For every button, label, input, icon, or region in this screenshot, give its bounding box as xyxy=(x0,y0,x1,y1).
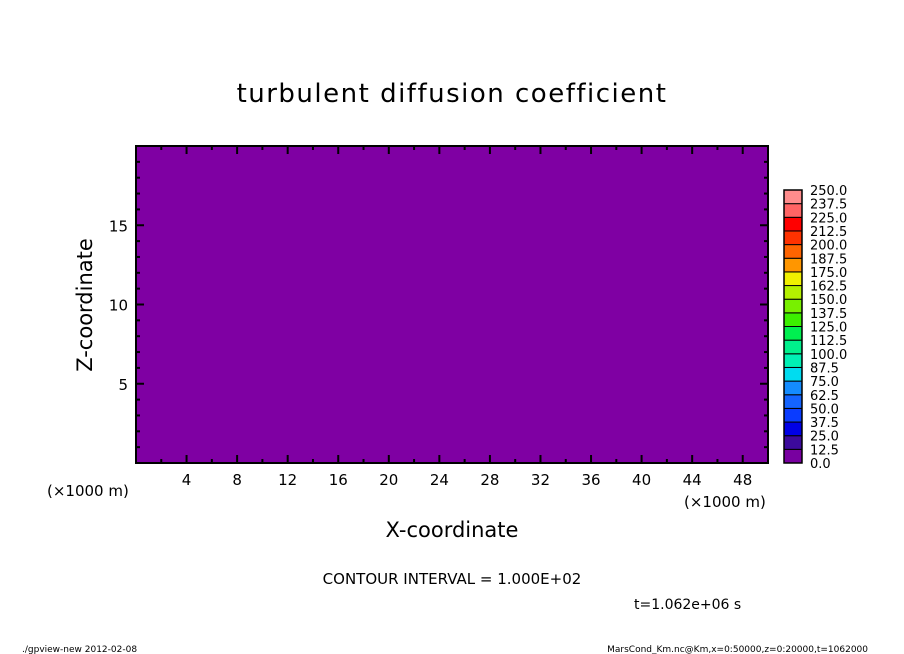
x-unit-label: (×1000 m) xyxy=(684,493,766,511)
x-tick-label: 36 xyxy=(581,471,600,489)
colorbar-frame xyxy=(783,189,803,464)
colorbar-label: 200.0 xyxy=(810,239,847,254)
colorbar-swatch xyxy=(783,203,803,218)
colorbar-label: 162.5 xyxy=(810,280,847,295)
colorbar-swatch xyxy=(783,366,803,382)
colorbar-label: 87.5 xyxy=(810,361,839,376)
colorbar-swatch xyxy=(783,380,803,396)
colorbar-label: 0.0 xyxy=(810,457,831,472)
y-axis-label: Z-coordinate xyxy=(73,238,97,372)
colorbar-label: 75.0 xyxy=(810,375,839,390)
x-axis-label: X-coordinate xyxy=(386,518,519,542)
x-tick-label: 20 xyxy=(379,471,398,489)
x-tick-label: 4 xyxy=(182,471,192,489)
x-tick-label: 48 xyxy=(733,471,752,489)
time-label: t=1.062e+06 s xyxy=(634,597,741,613)
colorbar-label: 25.0 xyxy=(810,430,839,445)
colorbar-label: 137.5 xyxy=(810,307,847,322)
colorbar-swatch xyxy=(783,189,803,205)
colorbar-label: 175.0 xyxy=(810,266,847,281)
colorbar-swatch xyxy=(783,394,803,409)
colorbar-swatch xyxy=(783,230,803,246)
colorbar-label: 12.5 xyxy=(810,443,839,458)
contour-interval: CONTOUR INTERVAL = 1.000E+02 xyxy=(323,570,582,588)
colorbar-swatch xyxy=(783,353,803,368)
colorbar-swatch xyxy=(783,448,803,464)
colorbar-label: 237.5 xyxy=(810,198,847,213)
colorbar-label: 112.5 xyxy=(810,334,847,349)
x-tick-label: 44 xyxy=(683,471,702,489)
y-tick-label: 5 xyxy=(118,376,128,394)
x-tick-label: 24 xyxy=(430,471,449,489)
heatmap-field xyxy=(135,145,769,464)
chart-title: turbulent diffusion coefficient xyxy=(237,79,668,109)
colorbar-label: 62.5 xyxy=(810,389,839,404)
colorbar-swatch xyxy=(783,421,803,437)
y-tick-label: 10 xyxy=(109,297,128,315)
y-tick-label: 15 xyxy=(109,217,128,235)
colorbar-label: 225.0 xyxy=(810,211,847,226)
colorbar-swatch xyxy=(783,435,803,450)
colorbar-label: 100.0 xyxy=(810,348,847,363)
x-tick-label: 16 xyxy=(329,471,348,489)
colorbar-label: 37.5 xyxy=(810,416,839,431)
y-unit-label: (×1000 m) xyxy=(47,482,129,500)
colorbar-label: 212.5 xyxy=(810,225,847,240)
x-tick-label: 28 xyxy=(480,471,499,489)
colorbar-swatch xyxy=(783,339,803,355)
x-tick-label: 12 xyxy=(278,471,297,489)
x-tick-label: 40 xyxy=(632,471,651,489)
colorbar-label: 187.5 xyxy=(810,252,847,267)
colorbar-swatch xyxy=(783,407,803,423)
colorbar-swatch xyxy=(783,244,803,259)
colorbar-swatch xyxy=(783,257,803,273)
footer-left: ./gpview-new 2012-02-08 xyxy=(22,645,137,654)
colorbar-swatch xyxy=(783,271,803,287)
x-tick-label: 8 xyxy=(232,471,242,489)
colorbar-swatch xyxy=(783,216,803,232)
colorbar-label: 50.0 xyxy=(810,402,839,417)
colorbar-swatch xyxy=(783,312,803,328)
colorbar-label: 250.0 xyxy=(810,184,847,199)
colorbar-label: 150.0 xyxy=(810,293,847,308)
colorbar-label: 125.0 xyxy=(810,321,847,336)
colorbar-swatch xyxy=(783,298,803,314)
x-tick-label: 32 xyxy=(531,471,550,489)
footer-right: MarsCond_Km.nc@Km,x=0:50000,z=0:20000,t=… xyxy=(607,645,868,654)
colorbar-swatch xyxy=(783,285,803,300)
colorbar-swatch xyxy=(783,326,803,341)
